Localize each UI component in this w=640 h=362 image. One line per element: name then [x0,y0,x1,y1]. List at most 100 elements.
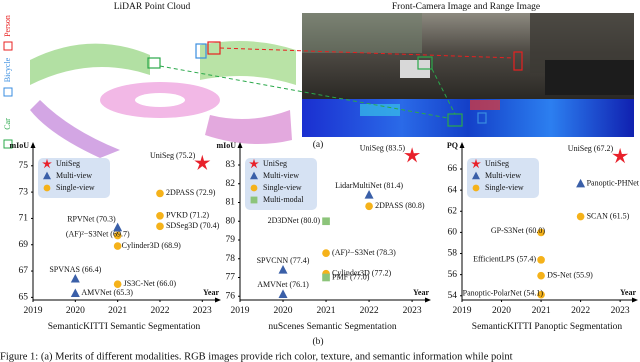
y-tick-label: 76 [226,291,236,301]
chart-title: SemanticKITTI Semantic Segmentation [48,322,201,332]
data-point [194,154,211,170]
y-tick-label: 60 [448,228,458,238]
data-point [576,212,585,221]
lidar-title: LiDAR Point Cloud [114,2,191,12]
y-tick-label: 80 [226,216,236,226]
data-point [156,211,164,220]
legend-marker [249,158,259,169]
y-tick-label: 79 [226,235,236,245]
data-point [322,273,330,282]
y-tick-label: 77 [226,273,236,283]
x-tick-label: 2019 [453,306,472,316]
data-point [70,288,80,298]
chart-title: nuScenes Semantic Segmentation [268,322,396,332]
camera-title: Front-Camera Image and Range Image [392,2,540,12]
x-tick-label: 2021 [317,306,336,316]
legend-marker [43,184,51,192]
y-tick-label: 54 [448,291,458,301]
data-point [537,228,545,237]
data-point [70,273,80,283]
data-label: LidarMultiNet (81.4) [335,181,403,190]
data-label: AMVNet (76.1) [257,280,309,289]
x-tick-label: 2023 [403,306,422,316]
y-tick-label: 83 [226,160,236,170]
legend-label: Multi-view [56,171,92,180]
panel-label: (b) [312,336,323,347]
data-label: RPVNet (70.3) [67,214,116,223]
legend-marker [250,184,258,192]
data-label: Panoptic-PHNet (64.6) [587,179,640,188]
data-point [113,242,122,250]
class-label: Car [3,118,12,130]
data-point [537,290,545,299]
data-point [365,202,373,211]
axis-arrow [30,142,36,148]
data-point [322,249,330,257]
class-label: Bicycle [3,57,12,82]
legend-label: Single-view [485,183,524,192]
data-point [113,280,122,289]
data-label: 2DPASS (72.9) [166,188,216,197]
x-tick-label: 2020 [66,306,85,316]
x-tick-label: 2019 [231,306,250,316]
chart-title: SemanticKITTI Panoptic Segmentation [472,322,623,332]
data-label: SPVCNN (77.4) [257,256,310,265]
data-label: SPVNAS (66.4) [49,265,101,274]
data-label: Cylinder3D (68.9) [122,241,181,250]
data-label: UniSeg (75.2) [150,151,196,160]
y-tick-label: 66 [448,164,458,174]
axis-arrow [632,297,638,303]
legend-label: UniSeg [263,159,287,168]
y-tick-label: 75 [19,161,29,171]
x-axis-label: Year [620,288,636,297]
data-label: JS3C-Net (66.0) [124,279,177,288]
y-axis-label: PQ [447,141,458,150]
y-tick-label: 67 [19,266,29,276]
data-label: 2DPASS (80.8) [375,201,425,210]
legend-marker [472,171,480,180]
legend-box [467,158,539,198]
legend-marker [250,196,258,204]
data-point [537,271,545,280]
caption: Figure 1: (a) Merits of different modali… [0,351,513,362]
lidar-image [20,13,298,163]
x-axis-label: Year [413,288,429,297]
y-tick-label: 82 [226,179,236,189]
data-point [612,147,629,164]
data-point [156,189,164,198]
data-label: Panoptic-PolarNet (54.1) [463,289,544,298]
y-tick-label: 62 [448,206,458,216]
data-label: Cylinder3D (77.2) [332,269,391,278]
legend-label: Multi-modal [263,195,304,204]
data-label: EfficientLPS (57.4) [473,255,536,264]
y-tick-label: 73 [19,187,29,197]
data-label: (AF)²−S3Net (78.3) [332,248,396,257]
data-point [278,265,288,274]
legend-label: Multi-view [485,171,521,180]
camera-image [159,13,634,137]
data-point [404,147,421,163]
y-tick-label: 69 [19,240,29,250]
x-tick-label: 2023 [193,306,212,316]
legend-label: Single-view [263,183,302,192]
data-point [537,256,545,264]
data-label: DS-Net (55.9) [547,271,593,280]
axis-arrow [215,297,221,303]
data-point [278,289,288,298]
data-point [322,217,330,226]
x-tick-label: 2019 [24,306,43,316]
legend-marker [43,171,51,180]
legend-box [38,158,110,198]
axis-arrow [425,297,431,303]
data-label: PMF (77.0) [332,272,370,281]
legend-label: UniSeg [485,159,509,168]
data-point [576,178,586,188]
class-label: Person [3,15,12,37]
x-tick-label: 2021 [532,306,551,316]
panel-label: (a) [313,139,324,150]
data-label: PVKD (71.2) [166,211,209,220]
data-label: UniSeg (67.2) [568,144,614,153]
axis-arrow [237,142,243,148]
data-label: 2D3DNet (80.0) [268,216,321,225]
class-legend: Person Bicycle Car [3,15,13,149]
